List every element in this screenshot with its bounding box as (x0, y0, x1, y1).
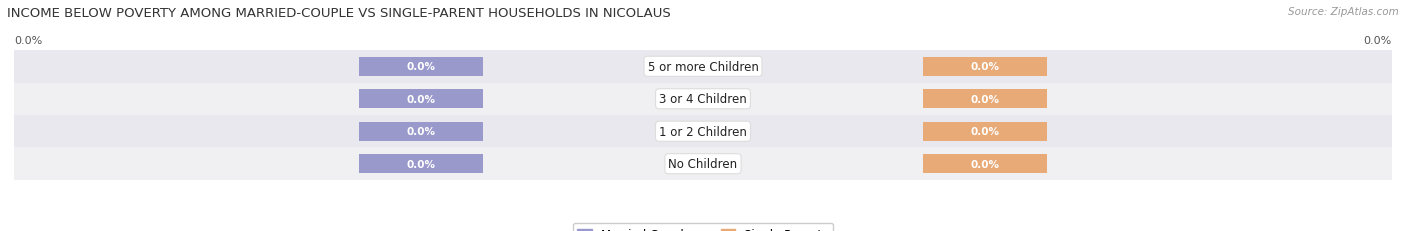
Text: 1 or 2 Children: 1 or 2 Children (659, 125, 747, 138)
Text: Source: ZipAtlas.com: Source: ZipAtlas.com (1288, 7, 1399, 17)
Bar (359, 90, 482, 109)
Legend: Married Couples, Single Parents: Married Couples, Single Parents (572, 223, 834, 231)
Text: 0.0%: 0.0% (1364, 36, 1392, 46)
Bar (924, 90, 1047, 109)
Text: 0.0%: 0.0% (406, 159, 434, 169)
Text: 0.0%: 0.0% (972, 127, 1000, 137)
Bar (0, 148, 1406, 180)
Text: 0.0%: 0.0% (14, 36, 42, 46)
Text: 0.0%: 0.0% (972, 94, 1000, 104)
Text: 0.0%: 0.0% (406, 62, 434, 72)
Bar (924, 58, 1047, 76)
Text: 0.0%: 0.0% (406, 94, 434, 104)
Bar (924, 155, 1047, 173)
Bar (924, 122, 1047, 141)
Text: No Children: No Children (668, 158, 738, 170)
Text: 0.0%: 0.0% (972, 62, 1000, 72)
Text: 3 or 4 Children: 3 or 4 Children (659, 93, 747, 106)
Text: 0.0%: 0.0% (972, 159, 1000, 169)
Bar (359, 58, 482, 76)
Bar (0, 116, 1406, 148)
Text: 5 or more Children: 5 or more Children (648, 61, 758, 73)
Bar (0, 51, 1406, 83)
Text: 0.0%: 0.0% (406, 127, 434, 137)
Bar (359, 155, 482, 173)
Bar (0, 83, 1406, 116)
Bar (359, 122, 482, 141)
Text: INCOME BELOW POVERTY AMONG MARRIED-COUPLE VS SINGLE-PARENT HOUSEHOLDS IN NICOLAU: INCOME BELOW POVERTY AMONG MARRIED-COUPL… (7, 7, 671, 20)
